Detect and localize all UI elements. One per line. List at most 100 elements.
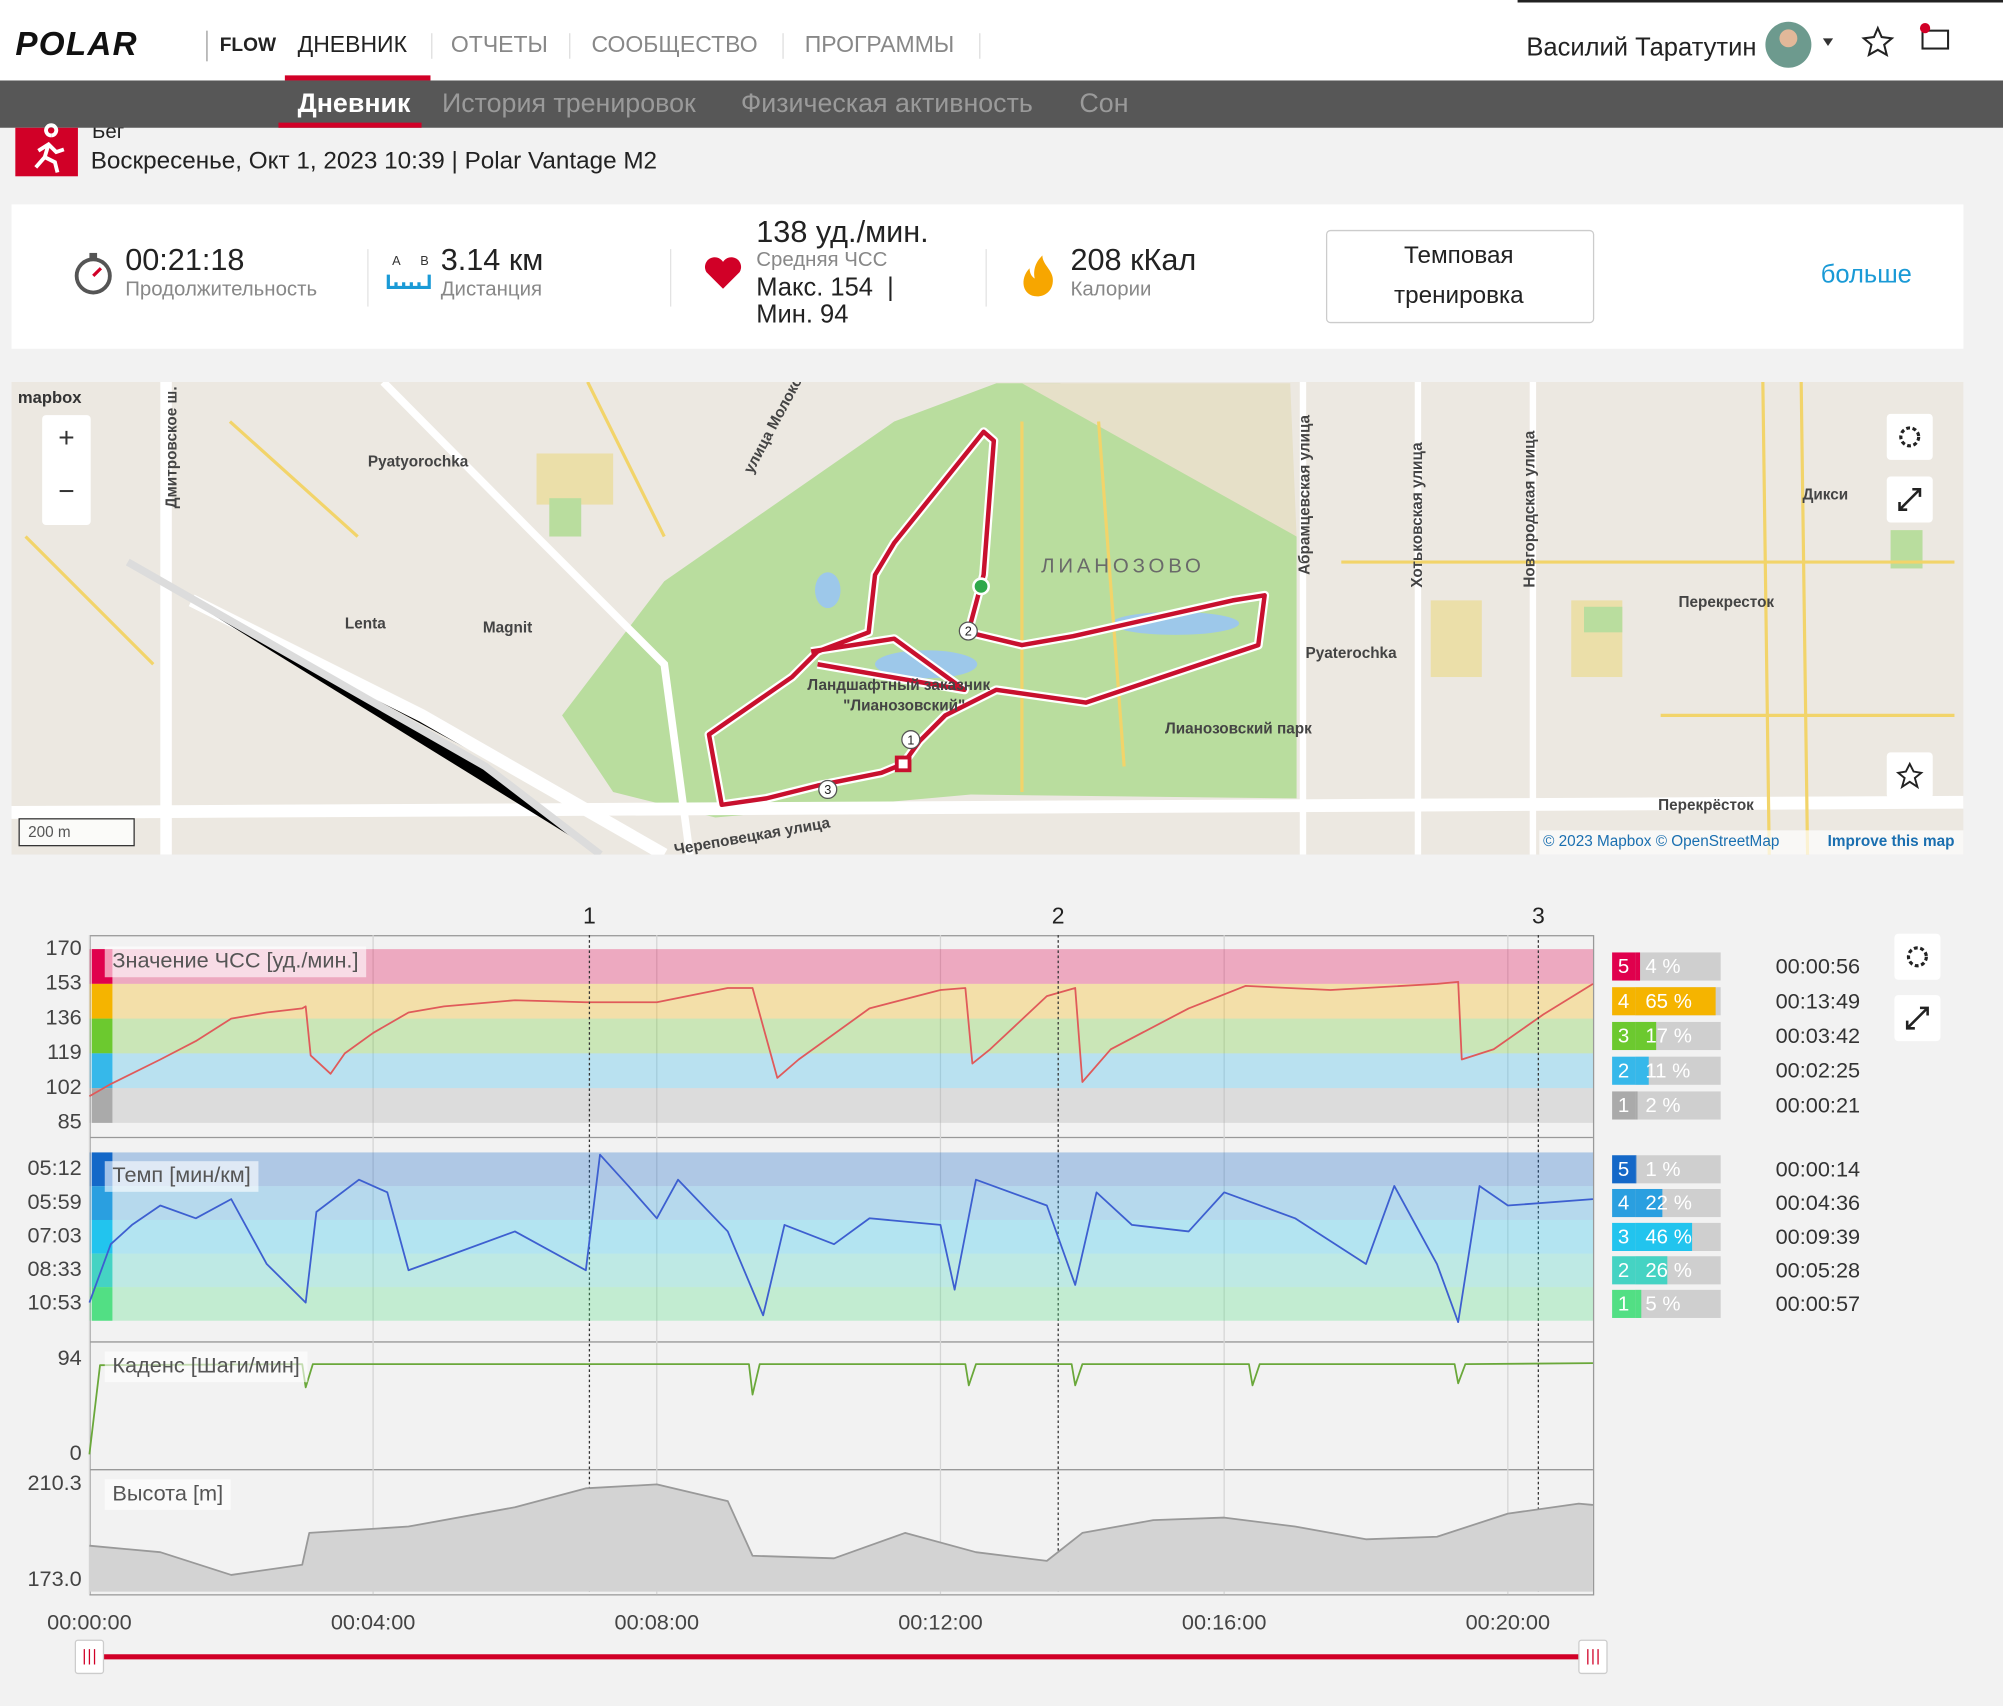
zone-time: 00:00:57 (1776, 1291, 1860, 1316)
zone-percent: 5 % (1645, 1294, 1680, 1316)
distance-value: 3.14 км (441, 243, 544, 277)
zone-strip (91, 1287, 113, 1321)
y-tick-label: 210.3 (27, 1470, 81, 1495)
map-label: Перекресток (1679, 594, 1775, 611)
zoom-out[interactable]: − (58, 476, 74, 507)
runner-glyph (34, 123, 65, 173)
zone-percent: 11 % (1645, 1060, 1690, 1082)
zone-percent: 2 % (1645, 1095, 1680, 1117)
zone-strip (91, 1088, 113, 1123)
sub-nav-item[interactable]: Сон (1079, 88, 1128, 118)
y-tick-label: 173.0 (27, 1566, 81, 1591)
zone-time: 00:05:28 (1776, 1257, 1860, 1282)
user-menu-caret[interactable] (1822, 38, 1834, 46)
nav-item[interactable]: ОТЧЕТЫ (451, 31, 548, 57)
chart-title: Темп [мин/км] (112, 1162, 250, 1187)
attribution[interactable]: © 2023 Mapbox © OpenStreetMap (1543, 833, 1779, 850)
map[interactable]: + − mapbox 200 m © 2023 Mapbox © OpenStr… (11, 358, 1964, 859)
zone-time: 00:00:21 (1776, 1092, 1860, 1117)
heart-rate-max: Макс. 154 | (756, 273, 894, 301)
map-label: Дикси (1802, 487, 1848, 504)
zone-number-box (1612, 1222, 1636, 1251)
map-label: Lenta (345, 616, 386, 633)
zone-number: 2 (1618, 1060, 1629, 1082)
lap-marker-label: 3 (824, 782, 831, 797)
sub-nav-item[interactable]: Дневник (298, 88, 411, 118)
logo[interactable]: POLAR (15, 26, 138, 63)
zone-strip (91, 1053, 113, 1089)
zone-number-box (1612, 1289, 1636, 1318)
zone-bar-background (1635, 1056, 1721, 1085)
nav-item[interactable]: ДНЕВНИК (298, 31, 408, 57)
zone-percent: 26 % (1645, 1260, 1692, 1282)
nav-item[interactable]: ПРОГРАММЫ (805, 31, 954, 57)
y-tick-label: 10:53 (27, 1290, 81, 1315)
chart-title: Высота [m] (112, 1480, 223, 1505)
zone-band (89, 1152, 1593, 1187)
y-tick-label: 05:59 (27, 1189, 81, 1214)
zone-band (89, 1253, 1593, 1288)
user-name[interactable]: Василий Таратутин (1526, 33, 1756, 61)
block (1584, 606, 1623, 633)
distance-icon-a: A (392, 253, 401, 268)
zone-number: 5 (1618, 1159, 1629, 1181)
favorites-icon[interactable] (1861, 25, 1895, 58)
zone-percent: 1 % (1645, 1159, 1680, 1181)
zone-bar-background (1635, 1091, 1721, 1120)
map-favorite-button[interactable] (1886, 752, 1933, 799)
zone-time: 00:00:56 (1776, 954, 1860, 979)
zone-percent: 4 % (1645, 956, 1680, 978)
map-label: Перекрёсток (1658, 797, 1754, 814)
sub-nav (0, 80, 2003, 128)
sub-nav-item[interactable]: Физическая активность (741, 88, 1033, 118)
pond (814, 572, 841, 609)
zone-number-box (1612, 1021, 1636, 1051)
stopwatch-icon (74, 257, 112, 295)
map-label: Лианозовский парк (1165, 720, 1312, 737)
map-label: ЛИАНОЗОВО (1041, 556, 1205, 578)
nav-item[interactable]: СООБЩЕСТВО (591, 31, 757, 57)
map-label: Хотьковская улица (1409, 442, 1426, 588)
map-label: "Лианозовский" (843, 697, 965, 714)
gear-glyph (1906, 946, 1928, 968)
training-type-line: тренировка (1394, 282, 1524, 309)
zone-number-box (1612, 1256, 1636, 1285)
scale-bar (18, 818, 135, 847)
y-tick-label: 07:03 (27, 1223, 81, 1248)
expand-glyph (1898, 487, 1922, 511)
zone-band (89, 1088, 1593, 1123)
zone-time: 00:02:25 (1776, 1058, 1860, 1083)
area-line (89, 1483, 1594, 1576)
more-link[interactable]: больше (1821, 261, 1912, 289)
stopwatch-top (89, 252, 98, 259)
sub-nav-item[interactable]: История тренировок (442, 88, 696, 118)
map-settings-button[interactable] (1886, 413, 1933, 460)
map-label: Ландшафтный заказник (807, 677, 990, 694)
x-tick-label: 00:12:00 (898, 1609, 982, 1634)
calories-icon (1023, 255, 1053, 297)
stopwatch-hand (92, 267, 103, 278)
y-tick-label: 153 (46, 970, 82, 995)
zoom-control (42, 415, 91, 526)
zone-time: 00:09:39 (1776, 1224, 1860, 1249)
zone-number: 1 (1618, 1095, 1629, 1117)
training-type-button[interactable] (1325, 229, 1595, 324)
map-label: Pyaterochka (1306, 645, 1398, 662)
mapbox-logo[interactable]: mapbox (18, 388, 82, 407)
chart-settings-button[interactable] (1894, 933, 1941, 980)
lap-label: 1 (583, 902, 596, 928)
zone-bar (1635, 1091, 1638, 1120)
lap-marker (901, 730, 921, 750)
data-line (88, 1362, 1593, 1455)
zoom-in[interactable]: + (58, 422, 74, 453)
minor-road (24, 381, 1955, 855)
finish-marker (894, 755, 912, 773)
improve-map-link[interactable]: Improve this map (1828, 833, 1955, 850)
road (1299, 381, 1537, 855)
zone-bar (1635, 1021, 1657, 1051)
avatar-face (1779, 29, 1798, 48)
chart-title: Значение ЧСС [уд./мин.] (112, 948, 358, 973)
top-nav (0, 0, 2003, 81)
messages-icon[interactable] (1921, 29, 1950, 50)
